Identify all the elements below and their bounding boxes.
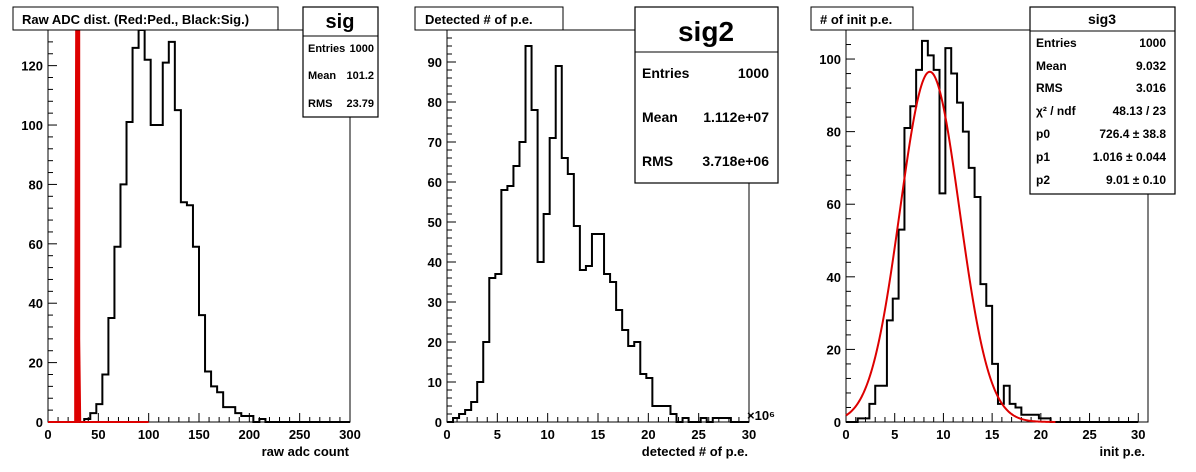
stats-box: sig2 Entries 1000 Mean 1.112e+07 RMS 3.7… xyxy=(634,6,779,184)
y-tick-label: 80 xyxy=(827,125,841,140)
stats-value: 1.112e+07 xyxy=(703,109,769,125)
y-tick-label: 60 xyxy=(428,175,442,190)
panel-title: # of init p.e. xyxy=(820,12,892,27)
stats-title: sig2 xyxy=(678,16,734,47)
panel-detected-pe: 0 5 10 15 20 25 30 0 10 20 30 40 50 60 70 80 90 Detected… xyxy=(414,6,779,459)
y-tick-label: 20 xyxy=(827,342,841,357)
y-tick-label: 40 xyxy=(428,255,442,270)
y-tick-label: 50 xyxy=(428,215,442,230)
x-tick-label: 30 xyxy=(1131,427,1145,442)
y-tick-label: 60 xyxy=(827,197,841,212)
stats-key: Entries xyxy=(642,65,690,81)
x-tick-label: 0 xyxy=(842,427,849,442)
stats-value: 1000 xyxy=(350,43,374,55)
x-tick-label: 300 xyxy=(339,427,361,442)
stats-value: 48.13 / 23 xyxy=(1113,104,1167,118)
x-tick-label: 25 xyxy=(1082,427,1096,442)
stats-key: RMS xyxy=(642,153,673,169)
x-tick-label: 100 xyxy=(138,427,160,442)
x-tick-label: 5 xyxy=(494,427,501,442)
x-tick-label: 30 xyxy=(742,427,756,442)
x-axis-label: raw adc count xyxy=(262,444,350,459)
x-tick-label: 0 xyxy=(44,427,51,442)
stats-key: RMS xyxy=(308,98,332,110)
stats-key: Entries xyxy=(1036,36,1077,50)
stats-box: sig Entries 1000 Mean 101.2 RMS 23.79 xyxy=(302,6,379,118)
histogram-marks: 0 5 10 15 20 25 30 0 20 40 60 80 100 xyxy=(819,29,1149,442)
x-tick-label: 0 xyxy=(443,427,450,442)
x-tick-label: 10 xyxy=(936,427,950,442)
x-tick-label: 25 xyxy=(691,427,705,442)
stats-value: 3.016 xyxy=(1136,81,1166,95)
stats-value: 23.79 xyxy=(346,98,374,110)
x-axis-multiplier: ×10⁶ xyxy=(747,408,775,423)
stats-key: p2 xyxy=(1036,173,1050,187)
stats-title: sig xyxy=(326,11,355,33)
gaussian-fit-curve xyxy=(845,70,1056,423)
y-tick-label: 40 xyxy=(827,270,841,285)
stats-key: Entries xyxy=(308,43,345,55)
x-tick-label: 5 xyxy=(891,427,898,442)
x-tick-label: 200 xyxy=(238,427,260,442)
stats-value: 101.2 xyxy=(346,70,374,82)
stats-value: 1000 xyxy=(738,65,769,81)
x-tick-label: 50 xyxy=(91,427,105,442)
x-axis-label: detected # of p.e. xyxy=(642,444,748,459)
stats-key: p0 xyxy=(1036,127,1050,141)
stats-value: 1.016 ± 0.044 xyxy=(1093,150,1167,164)
y-tick-label: 10 xyxy=(428,375,442,390)
x-axis-label: init p.e. xyxy=(1100,444,1146,459)
x-tick-label: 15 xyxy=(985,427,999,442)
y-tick-label: 100 xyxy=(21,118,43,133)
x-tick-label: 20 xyxy=(641,427,655,442)
x-tick-label: 150 xyxy=(188,427,210,442)
stats-value: 9.01 ± 0.10 xyxy=(1106,173,1166,187)
y-tick-label: 120 xyxy=(21,59,43,74)
y-tick-label: 40 xyxy=(29,296,43,311)
panel-raw-adc: 0 50 100 150 200 250 300 0 20 40 60 80 100 120 Raw AD… xyxy=(12,6,379,459)
x-tick-label: 15 xyxy=(591,427,605,442)
histogram-marks: 0 50 100 150 200 250 300 0 20 40 60 80 100 120 xyxy=(21,29,361,442)
y-tick-label: 20 xyxy=(29,356,43,371)
stats-value: 9.032 xyxy=(1136,59,1166,73)
y-tick-label: 0 xyxy=(36,415,43,430)
y-tick-label: 0 xyxy=(435,415,442,430)
stats-key: χ² / ndf xyxy=(1036,104,1077,118)
stats-title: sig3 xyxy=(1088,11,1116,27)
stats-value: 3.718e+06 xyxy=(702,153,769,169)
histogram-series xyxy=(846,39,1139,423)
histogram-series xyxy=(48,29,350,423)
y-tick-label: 0 xyxy=(834,415,841,430)
panel-title: Raw ADC dist. (Red:Ped., Black:Sig.) xyxy=(22,12,249,27)
x-tick-label: 10 xyxy=(540,427,554,442)
y-tick-label: 70 xyxy=(428,135,442,150)
x-tick-label: 250 xyxy=(289,427,311,442)
x-tick-label: 20 xyxy=(1034,427,1048,442)
stats-key: p1 xyxy=(1036,150,1050,164)
stats-key: Mean xyxy=(642,109,678,125)
y-tick-label: 60 xyxy=(29,237,43,252)
stats-box: sig3 Entries 1000 Mean 9.032 RMS 3.016 χ… xyxy=(1029,6,1176,195)
stats-value: 1000 xyxy=(1139,36,1166,50)
panel-title: Detected # of p.e. xyxy=(425,12,533,27)
stats-key: Mean xyxy=(1036,59,1067,73)
y-tick-label: 80 xyxy=(428,95,442,110)
stats-key: RMS xyxy=(1036,81,1063,95)
histogram-marks: 0 5 10 15 20 25 30 0 10 20 30 40 50 60 70 80 90 xyxy=(428,29,756,442)
y-tick-label: 20 xyxy=(428,335,442,350)
y-tick-label: 30 xyxy=(428,295,442,310)
histogram-series xyxy=(447,45,749,423)
stats-key: Mean xyxy=(308,70,336,82)
pedestal-series xyxy=(48,29,149,423)
stats-value: 726.4 ± 38.8 xyxy=(1099,127,1166,141)
y-tick-label: 90 xyxy=(428,55,442,70)
y-tick-label: 100 xyxy=(819,52,841,67)
y-tick-label: 80 xyxy=(29,177,43,192)
